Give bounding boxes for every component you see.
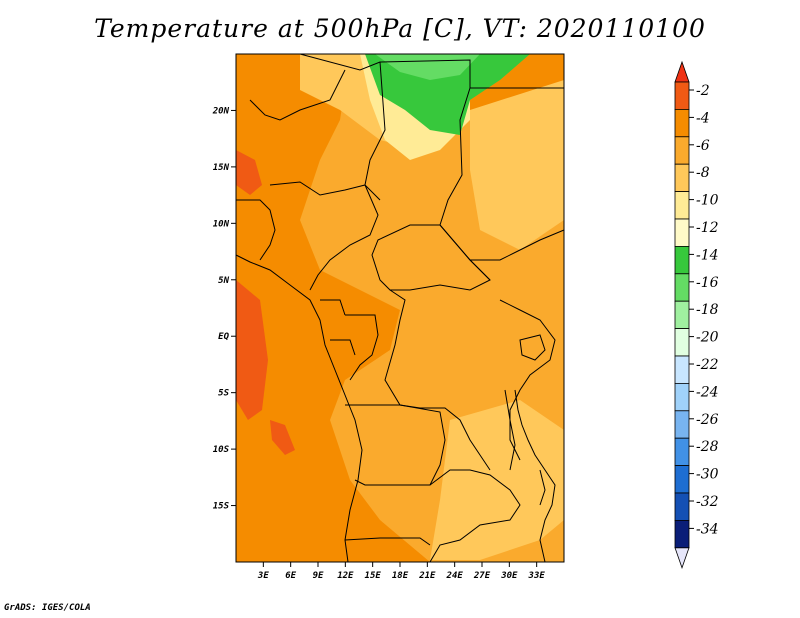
border-congo [345,314,379,381]
colorbar-label: -4 [696,110,710,126]
x-tick-label: 6E [285,571,296,581]
colorbar-swatch [674,465,690,494]
y-tick-label: 5N [218,276,229,286]
colorbar-label: -30 [696,467,719,483]
y-tick-label: 15N [213,163,230,173]
borders [235,53,565,563]
colorbar-swatch [674,163,690,192]
colorbar-swatch [674,328,690,357]
y-tick-label: 10N [213,219,230,229]
credit-label: GrADS: IGES/COLA [4,603,91,613]
colorbar-swatch [674,492,690,521]
colorbar-label: -22 [696,357,719,373]
colorbar-swatch [674,245,690,275]
colorbar-top-arrow [674,60,690,83]
colorbar-swatch [674,355,690,384]
x-tick-label: 27E [473,571,491,581]
colorbar-label: -6 [696,138,710,154]
x-axis-ticks: 3E 6E 9E 12E 15E 18E 21E 24E 27E 30E 33E [257,562,545,581]
border-angola [345,404,446,486]
y-axis-ticks: 20N 15N 10N 5N EQ 5S 10S 15S [212,106,236,512]
coastline-west [235,254,363,563]
colorbar-swatch [674,218,690,247]
colorbar-swatch [674,382,690,412]
colorbar-label: -18 [696,302,719,318]
field-pale-yellow-east [470,80,564,250]
lake-tanganyika [504,389,516,471]
field-red-orange-west [236,280,268,420]
y-tick-label: EQ [218,332,229,342]
border-lakes [514,389,556,563]
colorbar-label: -12 [696,220,719,236]
colorbar-label: -2 [696,83,710,99]
border-gabon [320,299,356,356]
colorbar-label: -24 [696,384,719,400]
field-green [365,54,530,135]
colorbar-swatch [674,109,690,138]
border-east [499,299,556,461]
lake-malawi [539,469,546,506]
border-north-sahara [299,53,564,89]
x-tick-label: 18E [392,571,409,581]
colorbar: -2 -4 -6 -8 -10 -12 -14 -16 -18 -20 -22 -24 -26 -28 -3… [674,60,719,570]
y-tick-label: 15S [213,502,230,512]
colorbar-label: -14 [696,247,719,263]
colorbar-label: -16 [696,275,719,291]
colorbar-label: -10 [696,193,719,209]
colorbar-label: -8 [696,165,710,181]
field-red-orange-northwest [236,150,262,195]
x-tick-label: 24E [446,571,464,581]
map-area [235,53,565,563]
colorbar-swatch [674,410,690,439]
border-central-1 [249,69,346,121]
border-sudan-ethiopia [470,229,565,261]
chart-title: Temperature at 500hPa [C], VT: 202011010… [94,14,706,43]
border-west-africa [236,199,276,261]
colorbar-label: -32 [696,494,719,510]
y-tick-label: 20N [212,106,230,116]
y-tick-label: 10S [213,445,230,455]
colorbar-swatch [674,191,690,220]
border-nigeria [269,181,379,291]
colorbar-swatch [674,136,690,165]
field-red-orange-small [270,420,295,455]
colorbar-swatch [674,520,690,549]
colorbar-label: -28 [696,439,719,455]
x-tick-label: 21E [418,571,436,581]
colorbar-label: -20 [696,330,719,346]
colorbar-swatch [674,273,690,302]
x-tick-label: 15E [365,571,382,581]
x-tick-label: 33E [528,571,546,581]
colorbar-label: -26 [696,412,719,428]
x-tick-label: 3E [257,571,269,581]
x-tick-label: 9E [313,571,324,581]
colorbar-swatch [674,300,690,330]
x-tick-label: 30E [500,571,518,581]
y-tick-label: 5S [218,389,229,399]
colorbar-swatch [674,437,690,467]
colorbar-bottom-arrow [674,547,690,570]
border-car [371,224,491,291]
colorbar-swatch [674,81,690,110]
border-zambia [429,469,521,563]
x-tick-label: 12E [337,571,354,581]
lake-victoria [519,334,546,361]
border-southwest [344,537,431,546]
colorbar-label: -34 [696,521,719,537]
border-chad-west [364,61,386,201]
